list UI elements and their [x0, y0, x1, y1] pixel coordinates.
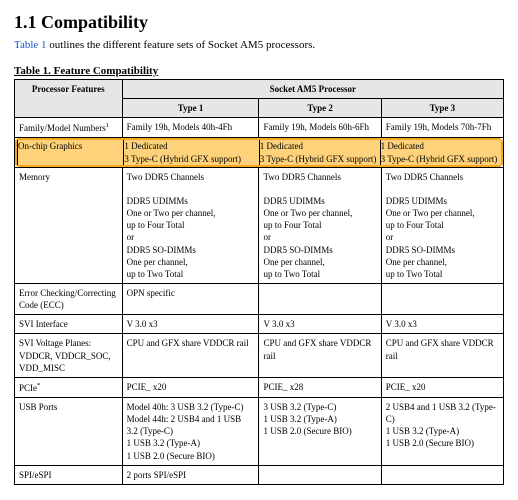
intro-text: outlines the different feature sets of S… [47, 39, 316, 51]
svi-t1: V 3.0 x3 [122, 315, 259, 334]
row-pcie: PCIe* PCIE_ x20 PCIE_ x28 PCIE_ x20 [15, 377, 504, 397]
feature-compatibility-table: Processor Features Socket AM5 Processor … [14, 79, 504, 485]
row-spi: SPI/eSPI 2 ports SPI/eSPI [15, 465, 504, 484]
planes-t1: CPU and GFX share VDDCR rail [122, 334, 259, 377]
usb-t3: 2 USB4 and 1 USB 3.2 (Type-C) 1 USB 3.2 … [381, 397, 503, 465]
pcie-t2: PCIE_ x28 [259, 377, 381, 397]
memory-t2: Two DDR5 Channels DDR5 UDIMMs One or Two… [259, 167, 381, 283]
family-t1: Family 19h, Models 40h-4Fh [122, 118, 259, 138]
usb-t2: 3 USB 3.2 (Type-C) 1 USB 3.2 (Type-A) 1 … [259, 397, 381, 465]
planes-t3: CPU and GFX share VDDCR rail [381, 334, 503, 377]
row-ecc: Error Checking/Correcting Code (ECC) OPN… [15, 283, 504, 314]
label-usb: USB Ports [15, 397, 123, 465]
label-ecc: Error Checking/Correcting Code (ECC) [15, 283, 123, 314]
svi-t3: V 3.0 x3 [381, 315, 503, 334]
row-usb: USB Ports Model 40h: 3 USB 3.2 (Type-C) … [15, 397, 504, 465]
ecc-t3 [381, 283, 503, 314]
usb-t1: Model 40h: 3 USB 3.2 (Type-C) Model 44h:… [122, 397, 259, 465]
planes-t2: CPU and GFX share VDDCR rail [259, 334, 381, 377]
label-family: Family/Model Numbers [19, 123, 106, 133]
label-pcie: PCIe [19, 383, 37, 393]
row-family: Family/Model Numbers1 Family 19h, Models… [15, 118, 504, 138]
highlight-box: On-chip Graphics 1 Dedicated 3 Type-C (H… [14, 137, 504, 167]
spi-t1: 2 ports SPI/eSPI [122, 465, 259, 484]
pcie-t3: PCIE_ x20 [381, 377, 503, 397]
family-t2: Family 19h, Models 60h-6Fh [259, 118, 381, 138]
intro-paragraph: Table 1 outlines the different feature s… [14, 39, 504, 51]
header-type2: Type 2 [259, 99, 381, 118]
table-link[interactable]: Table 1 [14, 39, 47, 51]
memory-t1: Two DDR5 Channels DDR5 UDIMMs One or Two… [122, 167, 259, 283]
row-planes: SVI Voltage Planes: VDDCR, VDDCR_SOC, VD… [15, 334, 504, 377]
svi-t2: V 3.0 x3 [259, 315, 381, 334]
label-spi: SPI/eSPI [15, 465, 123, 484]
family-t3: Family 19h, Models 70h-7Fh [381, 118, 503, 138]
header-features: Processor Features [15, 80, 123, 118]
row-svi: SVI Interface V 3.0 x3 V 3.0 x3 V 3.0 x3 [15, 315, 504, 334]
label-memory: Memory [15, 167, 123, 283]
footnote-star: * [37, 382, 40, 389]
spi-t2 [259, 465, 381, 484]
ecc-t1: OPN specific [122, 283, 259, 314]
graphics-t2: 1 Dedicated 3 Type-C (Hybrid GFX support… [259, 140, 380, 164]
header-type3: Type 3 [381, 99, 503, 118]
pcie-t1: PCIE_ x20 [122, 377, 259, 397]
header-processor-group: Socket AM5 Processor [122, 80, 503, 99]
graphics-t3: 1 Dedicated 3 Type-C (Hybrid GFX support… [380, 140, 501, 164]
ecc-t2 [259, 283, 381, 314]
memory-t3: Two DDR5 Channels DDR5 UDIMMs One or Two… [381, 167, 503, 283]
header-type1: Type 1 [122, 99, 259, 118]
label-graphics: On-chip Graphics [18, 140, 124, 164]
row-memory: Memory Two DDR5 Channels DDR5 UDIMMs One… [15, 167, 504, 283]
spi-t3 [381, 465, 503, 484]
graphics-t1: 1 Dedicated 3 Type-C (Hybrid GFX support… [124, 140, 259, 164]
footnote-ref: 1 [106, 122, 109, 129]
row-graphics-highlight: On-chip Graphics 1 Dedicated 3 Type-C (H… [15, 138, 504, 167]
section-heading: 1.1 Compatibility [14, 12, 504, 33]
label-planes: SVI Voltage Planes: VDDCR, VDDCR_SOC, VD… [15, 334, 123, 377]
table-caption: Table 1. Feature Compatibility [14, 65, 504, 77]
label-svi: SVI Interface [15, 315, 123, 334]
